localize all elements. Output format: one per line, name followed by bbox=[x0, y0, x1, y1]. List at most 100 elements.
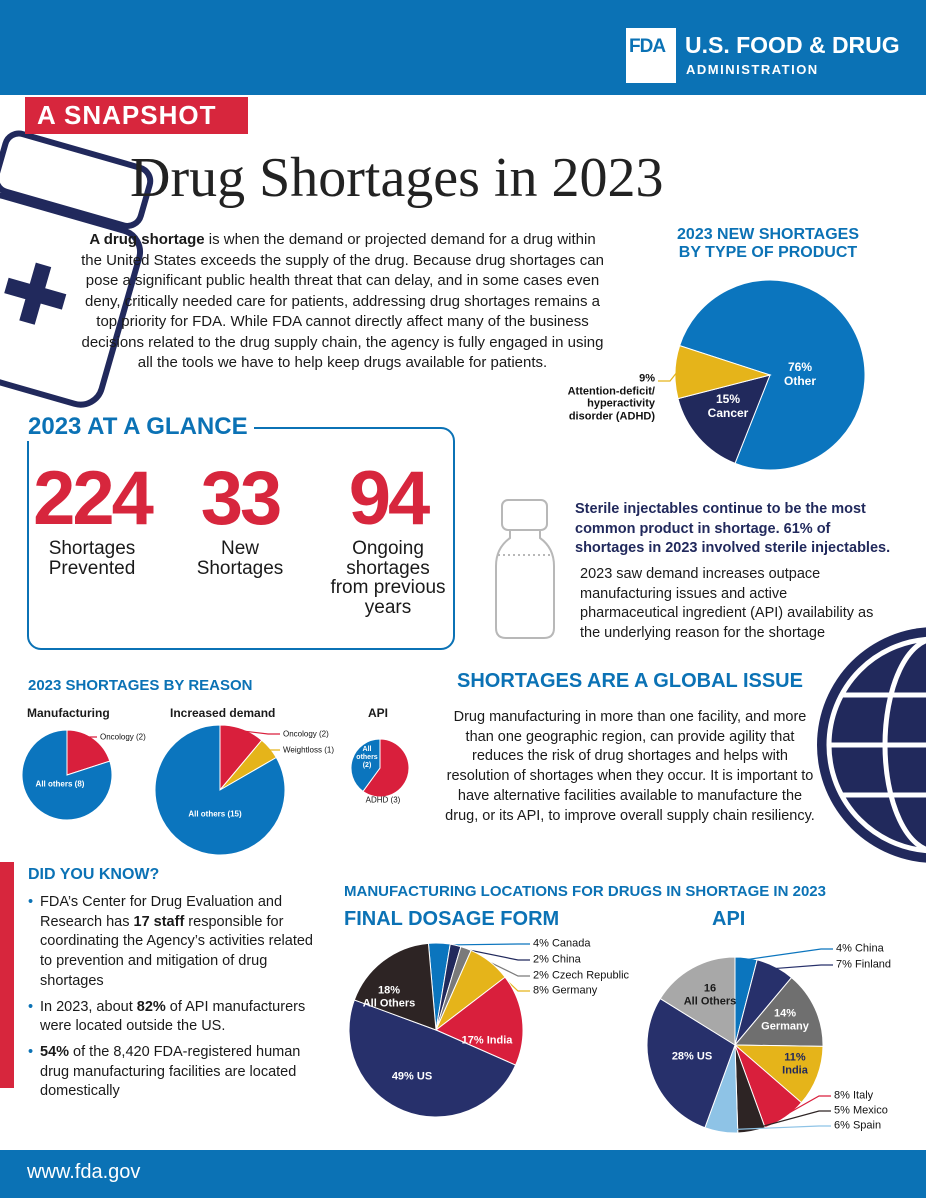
slice-category: All Others bbox=[683, 995, 737, 1007]
leader-line bbox=[439, 943, 530, 946]
leader-line bbox=[488, 962, 530, 992]
pie-slice bbox=[21, 729, 113, 821]
stat-number: 33 bbox=[200, 456, 283, 541]
bullet: • In 2023, about 82% of API manufacturers… bbox=[28, 998, 328, 1037]
agency-name: U.S. FOOD & DRUG bbox=[685, 32, 900, 58]
slice-category: Finland bbox=[854, 958, 892, 971]
slice-value: 15% bbox=[715, 392, 741, 407]
pie-slice bbox=[66, 729, 111, 776]
slice-value: 4% bbox=[836, 942, 852, 955]
slice-label: 6% Spain bbox=[834, 1120, 881, 1133]
footer-band bbox=[0, 1150, 926, 1198]
pie-slice bbox=[362, 738, 410, 798]
leader-line bbox=[751, 1110, 831, 1131]
bold-text: 54% bbox=[40, 1043, 70, 1060]
slice-value: 17% bbox=[461, 1034, 484, 1047]
slice-category: India bbox=[782, 1064, 808, 1076]
accent-bar bbox=[0, 862, 14, 1088]
slice-label: 49% US bbox=[392, 1071, 432, 1084]
dyk-title: DID YOU KNOW? bbox=[28, 866, 160, 883]
pie-slice bbox=[679, 279, 866, 471]
leader-line bbox=[783, 1095, 831, 1117]
dyk-list: • FDA’s Center for Drug Evaluation and Re… bbox=[28, 893, 328, 1108]
locations-title: MANUFACTURING LOCATIONS FOR DRUGS IN SHO… bbox=[344, 883, 826, 900]
slice-value: All others (2) bbox=[356, 745, 378, 770]
slice-category: Czech Republic bbox=[551, 969, 630, 982]
badge: A SNAPSHOT bbox=[25, 97, 248, 134]
slice-label: 16 All Others bbox=[684, 982, 737, 1007]
leader-line bbox=[84, 736, 97, 741]
slice-category: Germany bbox=[761, 1020, 809, 1032]
logo: FDA bbox=[626, 28, 676, 83]
slice-label: Oncology (2) bbox=[100, 732, 146, 741]
slice-label: 9% Attention-deficit/ hyperactivity disor… bbox=[555, 373, 655, 424]
chart-title: 2023 NEW SHORTAGES BY TYPE OF PRODUCT bbox=[677, 226, 859, 261]
bold-text: 82% bbox=[136, 998, 166, 1015]
text: of the 8,420 FDA-registered human drug m… bbox=[40, 1043, 301, 1100]
bottle-icon bbox=[0, 130, 154, 408]
footer-url: www.fda.gov bbox=[27, 1161, 141, 1183]
chart-title: Manufacturing bbox=[27, 706, 110, 720]
slice-label: 8% Italy bbox=[834, 1090, 873, 1103]
slice-value: 6% bbox=[834, 1119, 850, 1132]
slice-label: Oncology (2) bbox=[283, 729, 329, 738]
text: of API manufacturers were located outsid… bbox=[40, 998, 306, 1035]
slice-value: 4% bbox=[533, 937, 549, 950]
leader-line bbox=[774, 964, 833, 970]
chart-title: API bbox=[368, 706, 389, 720]
text: responsible for coordinating the Agency’… bbox=[40, 913, 313, 989]
globe-icon bbox=[817, 627, 926, 863]
bullet: • FDA’s Center for Drug Evaluation and Re… bbox=[28, 893, 328, 992]
slice-category: Cancer bbox=[707, 406, 749, 420]
slice-value: 49% bbox=[391, 1070, 414, 1083]
vial-icon bbox=[495, 499, 555, 639]
slice-value: 9% bbox=[639, 372, 655, 385]
text: FDA’s Center for Drug Evaluation and Res… bbox=[40, 894, 283, 930]
glance-title: 2023 AT A GLANCE bbox=[22, 413, 254, 441]
stat-label: New Shortages bbox=[196, 538, 284, 579]
slice-category: US bbox=[696, 1050, 713, 1063]
slice-label: 18% All Others bbox=[363, 984, 416, 1009]
slice-value: 11% bbox=[784, 1051, 806, 1064]
sterile-text: 2023 saw demand increases outpace manufa… bbox=[580, 566, 874, 641]
slice-value: 8% bbox=[834, 1089, 850, 1102]
pie-slice bbox=[677, 374, 771, 464]
slice-label: All others (2) bbox=[356, 746, 378, 770]
slice-label: 76% Other bbox=[783, 360, 817, 389]
leader-line bbox=[721, 1125, 831, 1131]
slice-label: ADHD (3) bbox=[366, 795, 401, 804]
bullet-dot: • bbox=[28, 1043, 34, 1060]
chart-title: API bbox=[712, 908, 746, 930]
pie-slice bbox=[350, 738, 381, 793]
slice-category: Mexico bbox=[852, 1104, 888, 1117]
slice-label: 4% China bbox=[836, 943, 884, 956]
slice-category: China bbox=[854, 942, 884, 955]
intro-text: A drug shortage is when the demand or pr… bbox=[80, 230, 605, 374]
leader-line bbox=[455, 946, 530, 961]
leader-line bbox=[241, 730, 280, 735]
bullet: • 54% of the 8,420 FDA-registered human d… bbox=[28, 1043, 328, 1102]
slice-label: 8% Germany bbox=[533, 985, 597, 998]
slice-value: 18% bbox=[377, 984, 401, 997]
slice-category: Other bbox=[783, 374, 817, 388]
bullet-dot: • bbox=[28, 998, 34, 1015]
slice-value: Oncology (2) bbox=[283, 729, 329, 739]
stat-number: 94 bbox=[348, 456, 431, 541]
slice-label: Weightloss (1) bbox=[283, 745, 334, 754]
slice-category: Italy bbox=[852, 1089, 874, 1102]
slice-label: 2% China bbox=[533, 954, 581, 967]
slice-label: 2% Czech Republic bbox=[533, 970, 629, 983]
slice-value: All others (15) bbox=[188, 809, 242, 819]
slice-category: Canada bbox=[551, 937, 591, 950]
slice-value: 2% bbox=[533, 953, 549, 966]
slice-value: All others (8) bbox=[35, 779, 85, 789]
slice-label: 28% US bbox=[672, 1051, 712, 1064]
pie-slice bbox=[154, 724, 286, 856]
text: is when the demand or projected demand f… bbox=[81, 231, 604, 371]
slice-label: 14% Germany bbox=[761, 1007, 809, 1032]
slice-label: 15% Cancer bbox=[707, 392, 749, 421]
sterile-highlight: Sterile injectables continue to be the m… bbox=[575, 501, 891, 556]
agency-sub: ADMINISTRATION bbox=[686, 62, 819, 77]
